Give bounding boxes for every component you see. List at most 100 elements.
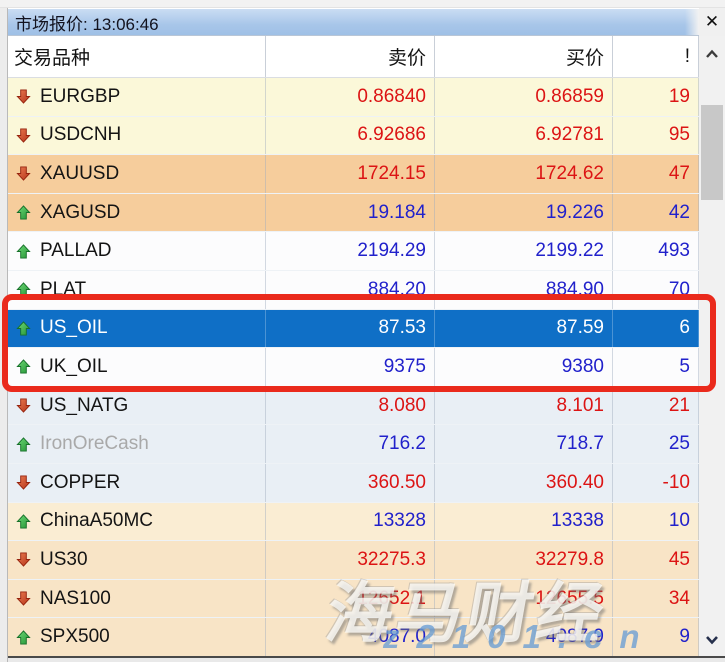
symbol-label: UK_OIL xyxy=(40,355,108,377)
arrow-down-icon xyxy=(16,591,31,606)
symbol-label: NAS100 xyxy=(40,587,111,609)
market-row-COPPER[interactable]: COPPER 360.50 360.40 -10 xyxy=(8,463,699,503)
arrow-up-icon xyxy=(16,436,31,452)
market-row-US_NATG[interactable]: US_NATG 8.080 8.101 21 xyxy=(8,386,699,426)
market-row-US_OIL[interactable]: US_OIL 87.53 87.59 6 xyxy=(8,309,699,349)
arrow-up-icon xyxy=(16,243,31,259)
symbol-cell: PALLAD xyxy=(8,232,266,270)
window-left-edge xyxy=(0,8,8,662)
symbol-cell: USDCNH xyxy=(8,116,266,155)
scrollbar-thumb[interactable] xyxy=(701,105,723,200)
sell-price: 87.53 xyxy=(266,309,435,348)
market-row-USDCNH[interactable]: USDCNH 6.92686 6.92781 95 xyxy=(8,116,699,156)
symbol-cell: IronOreCash xyxy=(8,425,266,463)
symbol-cell: US_NATG xyxy=(8,386,266,425)
spread-value: 493 xyxy=(613,232,699,270)
arrow-up-icon xyxy=(16,321,31,336)
sell-price: 13328 xyxy=(266,502,435,541)
symbol-cell: EURGBP xyxy=(8,78,266,116)
arrow-up-icon xyxy=(16,514,31,529)
symbol-cell: XAGUSD xyxy=(8,193,266,232)
scrollbar[interactable] xyxy=(699,36,725,662)
sell-price: 360.50 xyxy=(266,463,435,502)
market-row-UK_OIL[interactable]: UK_OIL 9375 9380 5 xyxy=(8,348,699,387)
window-top-edge xyxy=(0,0,725,8)
sell-price: 6.92686 xyxy=(266,116,435,155)
spread-value: 21 xyxy=(613,386,699,425)
titlebar: 市场报价: 13:06:46 xyxy=(8,8,699,36)
table-header: 交易品种 卖价 买价 ! xyxy=(8,36,699,78)
market-row-XAGUSD[interactable]: XAGUSD 19.184 19.226 42 xyxy=(8,193,699,233)
sell-price: 19.184 xyxy=(266,193,435,232)
buy-price: 87.59 xyxy=(435,309,613,348)
arrow-up-icon xyxy=(16,205,31,220)
header-buy[interactable]: 买价 xyxy=(435,36,613,77)
symbol-label: ChinaA50MC xyxy=(40,510,153,532)
buy-price: 6.92781 xyxy=(435,116,613,155)
spread-value: 25 xyxy=(613,425,699,463)
spread-value: 19 xyxy=(613,78,699,116)
arrow-down-icon xyxy=(16,128,31,143)
sell-price: 884.20 xyxy=(266,270,435,309)
market-row-PLAT[interactable]: PLAT 884.20 884.90 70 xyxy=(8,270,699,310)
buy-price: 9380 xyxy=(435,348,613,386)
sell-price: 0.86840 xyxy=(266,78,435,116)
arrow-down-icon xyxy=(16,166,31,182)
symbol-label: COPPER xyxy=(40,471,121,493)
sell-price: 1724.15 xyxy=(266,155,435,193)
header-excl[interactable]: ! xyxy=(613,36,699,77)
market-row-PALLAD[interactable]: PALLAD 2194.29 2199.22 493 xyxy=(8,232,699,271)
buy-price: 2199.22 xyxy=(435,232,613,270)
buy-price: 13338 xyxy=(435,502,613,541)
spread-value: 47 xyxy=(613,155,699,193)
close-button[interactable]: ✕ xyxy=(699,8,725,36)
symbol-label: US_OIL xyxy=(40,317,108,339)
quote-table: EURGBP 0.86840 0.86859 19 USDCNH 6.92686 6.927… xyxy=(8,78,699,657)
symbol-cell: SPX500 xyxy=(8,618,266,656)
spread-value: 9 xyxy=(613,618,699,656)
header-symbol[interactable]: 交易品种 xyxy=(8,36,266,77)
spread-value: 6 xyxy=(613,309,699,348)
spread-value: 70 xyxy=(613,270,699,309)
symbol-label: USDCNH xyxy=(40,124,122,146)
spread-value: 5 xyxy=(613,348,699,386)
scroll-up-button[interactable] xyxy=(699,42,725,66)
market-row-NAS100[interactable]: NAS100 12652.1 12655.5 34 xyxy=(8,579,699,619)
market-row-US30[interactable]: US30 32275.3 32279.8 45 xyxy=(8,541,699,580)
buy-price: 360.40 xyxy=(435,463,613,502)
market-row-XAUUSD[interactable]: XAUUSD 1724.15 1724.62 47 xyxy=(8,155,699,194)
buy-price: 4087.9 xyxy=(435,618,613,656)
symbol-label: PLAT xyxy=(40,278,87,300)
scroll-down-button[interactable] xyxy=(699,628,725,652)
market-row-SPX500[interactable]: SPX500 4087.0 4087.9 9 xyxy=(8,618,699,657)
market-row-ChinaA50MC[interactable]: ChinaA50MC 13328 13338 10 xyxy=(8,502,699,542)
symbol-label: SPX500 xyxy=(40,626,110,648)
symbol-cell: XAUUSD xyxy=(8,155,266,193)
window-title: 市场报价: 13:06:46 xyxy=(15,14,159,34)
market-row-IronOreCash[interactable]: IronOreCash 716.2 718.7 25 xyxy=(8,425,699,464)
symbol-cell: COPPER xyxy=(8,463,266,502)
arrow-down-icon xyxy=(16,89,31,105)
symbol-cell: NAS100 xyxy=(8,579,266,618)
market-row-EURGBP[interactable]: EURGBP 0.86840 0.86859 19 xyxy=(8,78,699,117)
sell-price: 4087.0 xyxy=(266,618,435,656)
arrow-down-icon xyxy=(16,552,31,568)
arrow-up-icon xyxy=(16,629,31,645)
buy-price: 19.226 xyxy=(435,193,613,232)
buy-price: 884.90 xyxy=(435,270,613,309)
spread-value: 45 xyxy=(613,541,699,579)
buy-price: 0.86859 xyxy=(435,78,613,116)
buy-price: 718.7 xyxy=(435,425,613,463)
buy-price: 8.101 xyxy=(435,386,613,425)
arrow-down-icon xyxy=(16,398,31,413)
arrow-down-icon xyxy=(16,475,31,490)
symbol-label: XAUUSD xyxy=(40,162,120,184)
symbol-label: US30 xyxy=(40,548,88,570)
close-icon: ✕ xyxy=(704,12,720,31)
header-sell[interactable]: 卖价 xyxy=(266,36,435,77)
symbol-label: EURGBP xyxy=(40,85,121,107)
chevron-up-icon xyxy=(706,49,718,58)
window-bottom-edge xyxy=(8,656,725,658)
chevron-down-icon xyxy=(706,636,718,645)
sell-price: 32275.3 xyxy=(266,541,435,579)
